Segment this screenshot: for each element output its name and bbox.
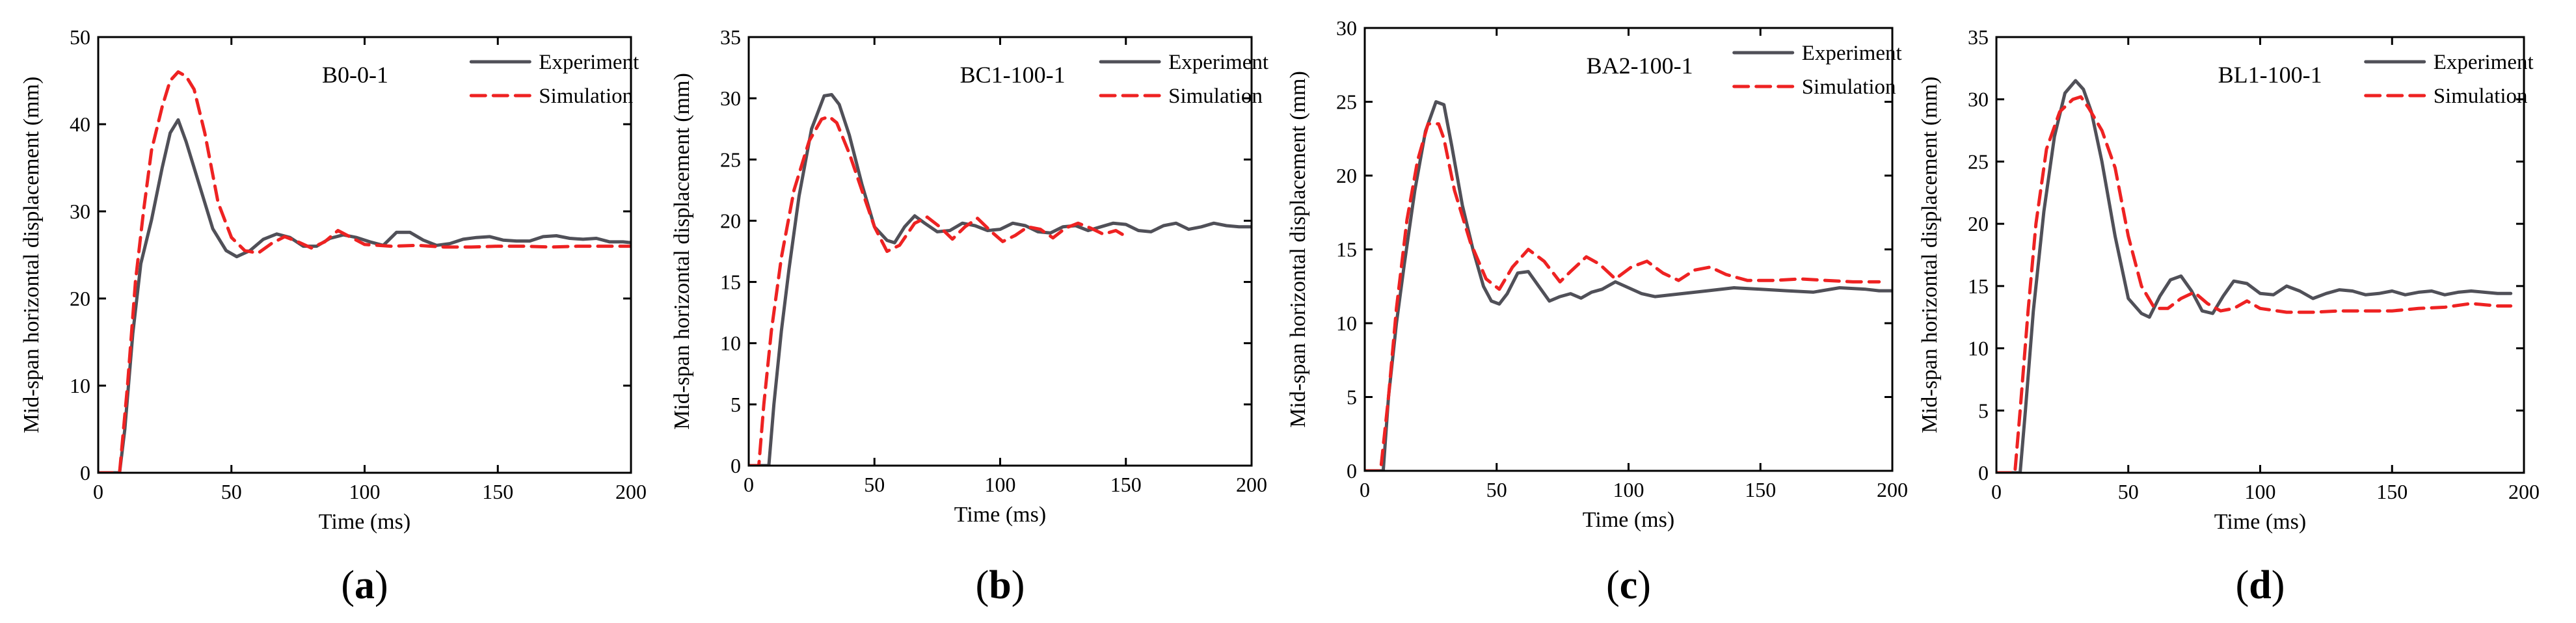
legend-experiment-label: Experiment (1802, 42, 1902, 65)
x-tick-label: 200 (1236, 473, 1267, 496)
y-tick-label: 5 (1347, 386, 1357, 409)
x-tick-label: 150 (2376, 480, 2408, 503)
experiment-series-line (749, 93, 1252, 466)
y-tick-label: 35 (1968, 25, 1989, 49)
y-tick-label: 25 (1336, 90, 1357, 114)
x-tick-label: 0 (1360, 478, 1370, 501)
experiment-series-line (1365, 100, 1892, 471)
x-tick-label: 0 (744, 473, 754, 496)
chart-panel-d: 0 50 100 150 200 0 5 10 15 20 25 30 35 Time (ms) Mid-s… (1918, 25, 2540, 607)
simulation-series-line (749, 114, 1131, 466)
y-tick-label: 0 (731, 454, 741, 477)
y-tick-label: 10 (1968, 337, 1989, 360)
x-tick-label: 200 (1877, 478, 1908, 501)
panel-letter: a (355, 563, 375, 607)
x-axis-label: Time (ms) (954, 503, 1046, 527)
x-tick-label: 0 (93, 480, 103, 503)
x-tick-label: 100 (2245, 480, 2276, 503)
x-tick-label: 50 (221, 480, 242, 503)
y-tick-label: 0 (80, 461, 90, 484)
y-tick-label: 10 (70, 374, 90, 397)
panel-letter: c (1620, 563, 1638, 607)
y-tick-label: 5 (1978, 399, 1989, 422)
panel-label: (d) (2236, 563, 2285, 607)
y-axis-label: Mid-span horizontal displacement (mm) (1918, 77, 1942, 434)
chart-panel-b: 0 50 100 150 200 0 5 10 15 20 25 30 35 Time (ms) Mid-s… (670, 25, 1268, 607)
y-tick-label: 20 (70, 287, 90, 310)
x-tick-label: 50 (864, 473, 885, 496)
y-tick-label: 5 (731, 393, 741, 416)
x-axis-label: Time (ms) (1583, 508, 1674, 532)
x-tick-label: 150 (482, 480, 513, 503)
y-tick-label: 30 (720, 86, 741, 110)
y-tick-label: 15 (720, 271, 741, 294)
x-tick-label: 200 (615, 480, 647, 503)
experiment-series-line (1996, 79, 2513, 473)
x-axis-label: Time (ms) (319, 510, 410, 534)
x-tick-label: 150 (1110, 473, 1142, 496)
chart-panel-a: 0 50 100 150 200 0 10 20 30 40 50 Time (ms) Mid-span… (20, 25, 647, 607)
panel-label: (c) (1606, 563, 1651, 607)
y-axis-label: Mid-span horizontal displacement (mm) (20, 77, 44, 434)
y-tick-label: 50 (70, 25, 90, 49)
legend-simulation-label: Simulation (539, 85, 633, 108)
specimen-label: BC1-100-1 (960, 62, 1066, 88)
x-tick-label: 100 (349, 480, 381, 503)
specimen-label: BA2-100-1 (1587, 53, 1693, 79)
panel-letter: d (2249, 563, 2271, 607)
specimen-label: B0-0-1 (322, 62, 388, 88)
legend-simulation-label: Simulation (1168, 85, 1263, 108)
y-tick-label: 10 (720, 332, 741, 355)
y-tick-label: 30 (1968, 88, 1989, 111)
panel-label: (b) (976, 563, 1025, 607)
y-tick-label: 25 (720, 148, 741, 171)
y-tick-label: 0 (1347, 459, 1357, 483)
x-axis-label: Time (ms) (2214, 510, 2306, 534)
simulation-series-line (98, 70, 631, 473)
simulation-series-line (1365, 122, 1881, 471)
x-tick-label: 100 (985, 473, 1016, 496)
panel-letter: b (989, 563, 1011, 607)
legend-experiment-label: Experiment (539, 51, 639, 74)
x-tick-label: 100 (1613, 478, 1644, 501)
experiment-series-line (98, 118, 631, 473)
legend-simulation-label: Simulation (2434, 85, 2528, 108)
x-tick-label: 50 (1486, 478, 1507, 501)
y-tick-label: 10 (1336, 312, 1357, 335)
y-tick-label: 20 (720, 209, 741, 232)
specimen-label: BL1-100-1 (2218, 62, 2322, 88)
y-axis-label: Mid-span horizontal displacement (mm) (670, 73, 694, 430)
y-tick-label: 25 (1968, 150, 1989, 173)
y-tick-label: 15 (1968, 274, 1989, 298)
legend-experiment-label: Experiment (2434, 51, 2534, 74)
x-tick-label: 200 (2508, 480, 2540, 503)
y-tick-label: 40 (70, 113, 90, 136)
y-tick-label: 35 (720, 25, 741, 49)
y-tick-label: 0 (1978, 461, 1989, 484)
legend-experiment-label: Experiment (1168, 51, 1268, 74)
y-tick-label: 30 (70, 200, 90, 223)
panel-label: (a) (341, 563, 388, 607)
y-tick-label: 20 (1968, 212, 1989, 235)
x-tick-label: 150 (1745, 478, 1776, 501)
y-tick-label: 15 (1336, 238, 1357, 261)
y-axis-label: Mid-span horizontal displacement (mm) (1286, 71, 1310, 428)
x-tick-label: 0 (1991, 480, 2002, 503)
y-tick-label: 20 (1336, 164, 1357, 187)
simulation-series-line (1996, 95, 2513, 473)
x-tick-label: 50 (2118, 480, 2139, 503)
chart-panel-c: 0 50 100 150 200 0 5 10 15 20 25 30 Time (ms) Mid-spa… (1286, 16, 1908, 607)
y-tick-label: 30 (1336, 16, 1357, 40)
legend-simulation-label: Simulation (1802, 75, 1896, 99)
